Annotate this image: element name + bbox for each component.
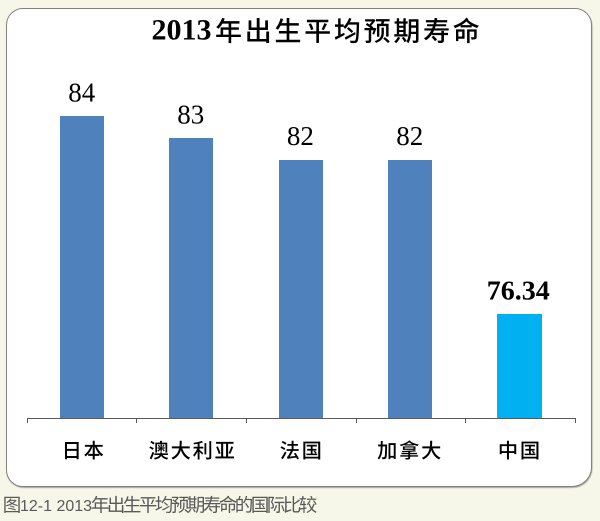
svg-text:83: 83 — [177, 100, 204, 130]
svg-text:84: 84 — [68, 78, 96, 108]
svg-text:2013: 2013 — [152, 14, 212, 47]
svg-text:82: 82 — [396, 121, 423, 151]
svg-text:12-1 2013: 12-1 2013 — [20, 498, 92, 515]
svg-text:82: 82 — [287, 121, 314, 151]
svg-text:76.34: 76.34 — [487, 276, 550, 306]
